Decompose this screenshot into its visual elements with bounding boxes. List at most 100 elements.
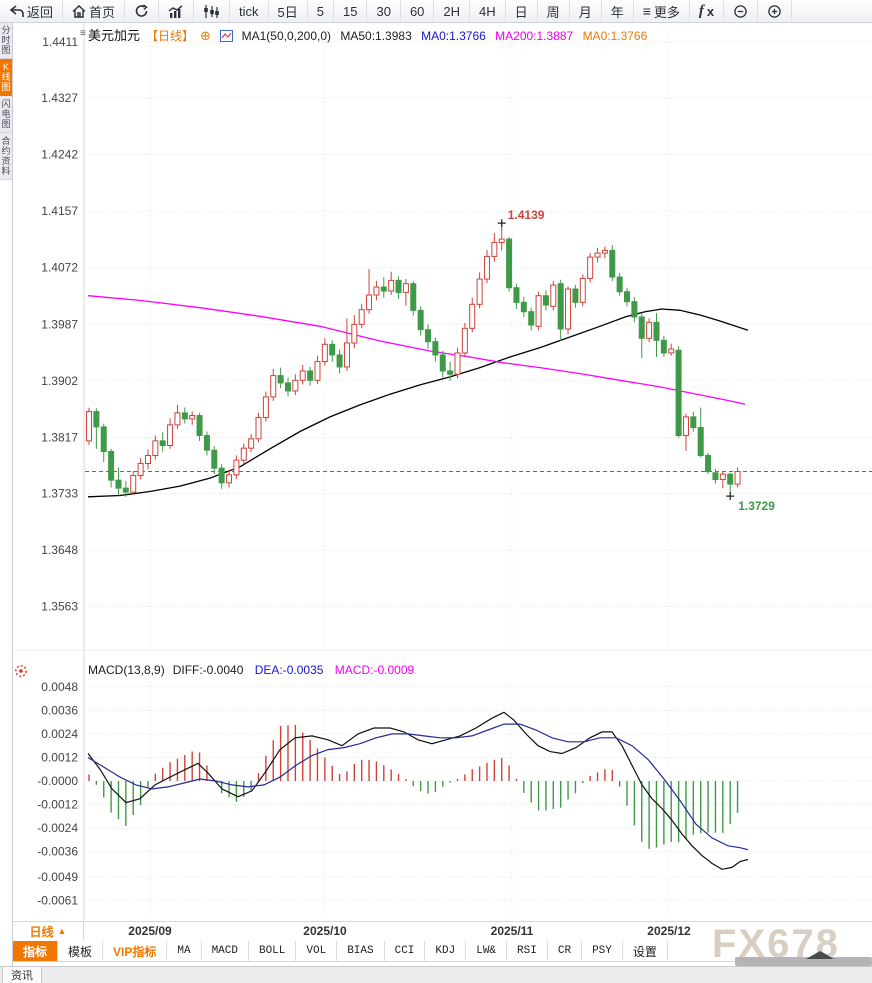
period-30-button[interactable]: 30 (367, 0, 401, 22)
ma50-value: MA50:1.3983 (340, 29, 412, 43)
ma-settings: MA1(50,0,200,0) (241, 29, 332, 43)
price-tick: 1.4411 (42, 35, 78, 49)
indicator-tab-KDJ[interactable]: KDJ (425, 941, 467, 961)
macd-pane (87, 711, 749, 870)
period-2h-button[interactable]: 2H (434, 0, 471, 22)
indicator-tab-BOLL[interactable]: BOLL (249, 941, 297, 961)
indicator-tab-PSY[interactable]: PSY (582, 941, 623, 961)
back-button[interactable]: 返回 (0, 0, 64, 22)
macd-tick: -0.0061 (37, 894, 78, 908)
period-day-button[interactable]: 日 (506, 0, 538, 22)
symbol-name: 美元加元 (88, 28, 141, 43)
macd-dea-value: DEA:-0.0035 (254, 663, 324, 677)
indicator-tab-模板[interactable]: 模板 (58, 941, 104, 961)
macd-tick: 0.0048 (41, 680, 78, 694)
period-selector-dropdown[interactable]: 日线 ▲ (12, 922, 84, 940)
price-tick: 1.4327 (41, 91, 78, 105)
period-60-button[interactable]: 60 (401, 0, 435, 22)
horizontal-scrollbar[interactable] (735, 957, 872, 966)
high-price-label: 1.4139 (508, 208, 545, 222)
period-week-button[interactable]: 周 (538, 0, 570, 22)
dea-line (87, 723, 749, 851)
macd-title: MACD(13,8,9) (88, 663, 165, 677)
indicator-tab-MA[interactable]: MA (167, 941, 202, 961)
macd-header: MACD(13,8,9) DIFF:-0.0040 DEA:-0.0035 MAC… (88, 663, 422, 677)
period-tick-button[interactable]: tick (230, 0, 269, 22)
top-toolbar: 返回 首页 tick 5日 5 15 30 60 2H 4H 日周月年 ≡ 更多 f x (0, 0, 872, 23)
zoom-out-icon (733, 4, 748, 19)
macd-tick: -0.0036 (37, 845, 78, 859)
macd-tick: -0.0012 (37, 798, 78, 812)
period-5-button[interactable]: 5 (308, 0, 334, 22)
indicator-tab-LW&[interactable]: LW& (466, 941, 508, 961)
candlestick-button[interactable] (194, 0, 231, 22)
indicator-tab-CR[interactable]: CR (548, 941, 583, 961)
period-4h-button[interactable]: 4H (470, 0, 506, 22)
dropdown-arrow-icon: ▲ (57, 926, 67, 936)
scrollbar-collapse-arrow[interactable] (806, 951, 834, 959)
period-tag: 【日线】 (146, 29, 195, 43)
zoom-in-button[interactable] (758, 0, 793, 22)
ma200-value: MA200:1.3887 (495, 29, 574, 43)
indicator-tab-指标[interactable]: 指标 (13, 941, 59, 961)
refresh-button[interactable] (125, 0, 160, 22)
macd-tick: 0.0036 (41, 703, 78, 717)
x-axis-label: 2025/12 (647, 924, 691, 938)
x-axis-label: 2025/09 (128, 924, 172, 938)
zoom-out-button[interactable] (724, 0, 759, 22)
indicator-tab-VIP指标[interactable]: VIP指标 (103, 941, 168, 961)
price-tick: 1.3563 (41, 600, 78, 614)
pane-menu-icon[interactable]: ≡ (80, 28, 86, 39)
zoom-in-icon (767, 4, 782, 19)
edit-ma-icon[interactable] (220, 30, 234, 42)
period-year-button[interactable]: 年 (602, 0, 634, 22)
macd-diff-value: DIFF:-0.0040 (172, 663, 244, 677)
candles-icon (203, 4, 220, 18)
add-indicator-icon[interactable]: ⊕ (200, 28, 211, 43)
indicator-tabs-row: 指标 模板 VIP指标 MA MACD BOLL VOL BIAS CCI KDJ LW& RSI CR… (0, 941, 872, 962)
news-tab[interactable]: 资讯 (2, 967, 42, 983)
indicator-tab-VOL[interactable]: VOL (296, 941, 338, 961)
indicator-tab-BIAS[interactable]: BIAS (337, 941, 385, 961)
period-selector-label: 日线 (29, 924, 54, 939)
home-button[interactable]: 首页 (63, 0, 126, 22)
period-5day-button[interactable]: 5日 (269, 0, 308, 22)
alert-icon[interactable] (13, 663, 29, 684)
price-tick: 1.3733 (41, 486, 78, 500)
chart-type-sidebar: 分时图 K线图 闪电图 合约资料 (0, 22, 13, 966)
price-tick: 1.3648 (41, 543, 78, 557)
macd-macd-value: MACD:-0.0009 (334, 663, 415, 677)
diff-line (87, 711, 749, 870)
period-15-button[interactable]: 15 (334, 0, 368, 22)
indicator-tab-CCI[interactable]: CCI (385, 941, 426, 961)
price-tick: 1.4242 (41, 148, 78, 162)
indicator-tab-MACD[interactable]: MACD (202, 941, 249, 961)
more-button[interactable]: ≡ 更多 (634, 0, 690, 22)
line-chart-button[interactable] (159, 0, 195, 22)
time-axis-row: 日线 ▲ 2025/09 2025/10 2025/11 2025/12 (0, 921, 872, 942)
price-tick: 1.4072 (41, 261, 78, 275)
sidebar-item-1[interactable]: K线图 (0, 59, 12, 96)
macd-tick: -0.0000 (37, 774, 78, 788)
sidebar-item-0[interactable]: 分时图 (0, 22, 12, 59)
price-tick: 1.3902 (41, 374, 78, 388)
price-tick: 1.4157 (41, 204, 78, 218)
indicator-tab-设置[interactable]: 设置 (623, 941, 668, 961)
back-arrow-icon (9, 4, 24, 18)
period-month-button[interactable]: 月 (570, 0, 602, 22)
menu-icon: ≡ (642, 2, 651, 19)
candles (86, 219, 741, 501)
sidebar-item-3[interactable]: 合约资料 (0, 133, 12, 180)
refresh-icon (134, 4, 149, 18)
indicator-tab-RSI[interactable]: RSI (507, 941, 548, 961)
ma0-orange-value: MA0:1.3766 (582, 29, 648, 43)
ma0-blue-value: MA0:1.3766 (421, 29, 486, 43)
low-price-label: 1.3729 (738, 499, 775, 513)
x-axis-label: 2025/11 (490, 924, 534, 938)
home-icon (72, 4, 86, 18)
macd-tick: 0.0024 (41, 727, 78, 741)
sidebar-item-2[interactable]: 闪电图 (0, 96, 12, 133)
